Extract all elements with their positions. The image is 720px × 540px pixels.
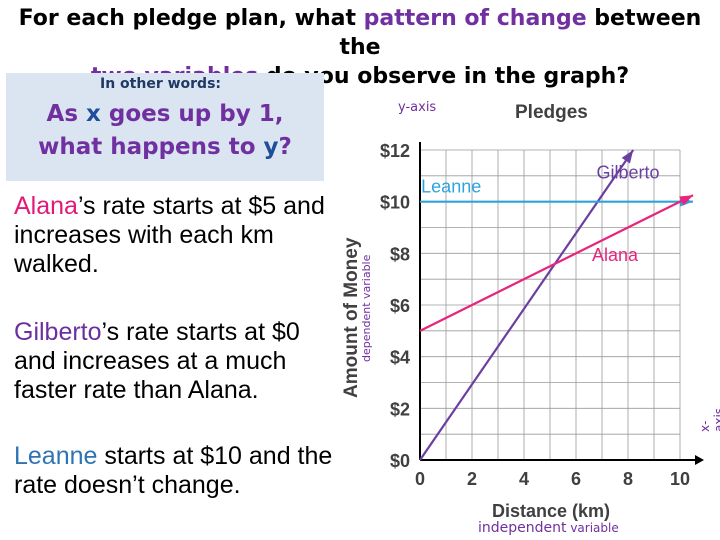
y-tick-label: $2	[390, 399, 410, 419]
chart-series: Gilberto Leanne Alana	[419, 149, 694, 461]
chart-title: Pledges	[515, 102, 588, 123]
y-tick-label: $0	[390, 451, 410, 471]
series-arrow-alana	[679, 195, 693, 206]
y-tick-label: $10	[380, 193, 410, 213]
series-arrow-gilberto	[621, 150, 634, 164]
dependent-variable-annotation: dependent variable	[360, 254, 373, 362]
chart-ticks: 0 2 4 6 8 10 $0 $2 $4 $6 $8 $10 $12	[380, 141, 690, 489]
y-tick-label: $6	[390, 296, 410, 316]
series-label-leanne: Leanne	[421, 177, 481, 197]
chart-y-label: Amount of Money	[341, 237, 362, 398]
chart-x-label: Distance (km)	[492, 501, 610, 521]
x-tick-label: 10	[670, 469, 690, 489]
independent-variable-annotation: independent variable	[478, 520, 619, 536]
callout-subtitle: In other words:	[100, 76, 222, 92]
series-label-gilberto: Gilberto	[596, 162, 659, 182]
series-line-alana	[419, 194, 694, 332]
x-axis-annotation: x-axis	[698, 407, 720, 432]
callout-question: As x goes up by 1, what happens to y?	[38, 101, 292, 160]
y-tick-label: $4	[390, 348, 410, 368]
gilberto-statement: Gilberto’s rate starts at $0 and increas…	[14, 318, 300, 404]
x-tick-label: 2	[467, 469, 477, 489]
x-tick-label: 4	[519, 469, 529, 489]
x-axis-arrow	[695, 455, 704, 465]
y-tick-label: $12	[380, 141, 410, 161]
series-label-alana: Alana	[592, 245, 639, 265]
y-axis-annotation: y-axis	[398, 100, 437, 115]
x-tick-label: 0	[415, 469, 425, 489]
x-tick-label: 8	[623, 469, 633, 489]
leanne-statement: Leanne starts at $10 and the rate doesn’…	[14, 442, 333, 499]
x-tick-label: 6	[571, 469, 581, 489]
y-tick-label: $8	[390, 244, 410, 264]
alana-statement: Alana’s rate starts at $5 and increases …	[14, 192, 325, 278]
chart-axes	[419, 142, 704, 465]
callout-box	[6, 73, 324, 181]
